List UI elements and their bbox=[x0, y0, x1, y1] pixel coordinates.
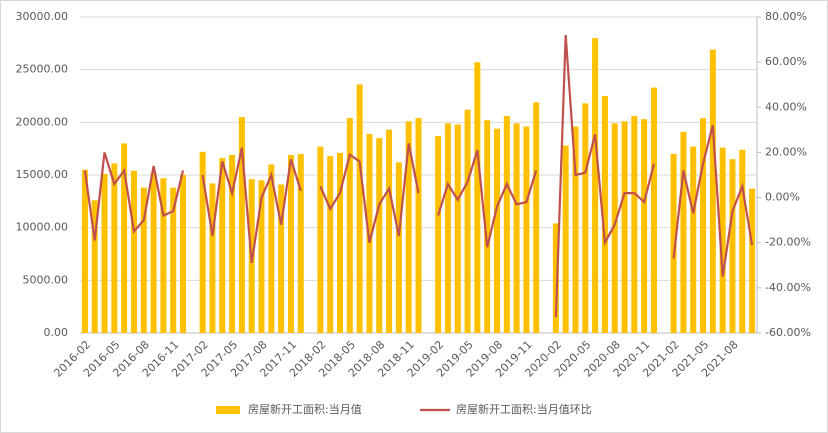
y2-tick-label: 60.00% bbox=[765, 55, 807, 68]
legend-label: 房屋新开工面积:当月值环比 bbox=[456, 402, 592, 416]
line-series bbox=[672, 125, 754, 277]
bar bbox=[356, 84, 363, 333]
bar bbox=[121, 143, 128, 333]
line-series bbox=[437, 149, 538, 248]
bar bbox=[631, 116, 638, 333]
bar bbox=[395, 162, 402, 333]
bar bbox=[91, 200, 98, 333]
bar bbox=[405, 121, 412, 333]
y-tick-label: 15000.00 bbox=[16, 168, 69, 181]
bar bbox=[503, 116, 510, 333]
bar bbox=[258, 180, 265, 333]
line-series bbox=[319, 143, 420, 243]
y2-tick-label: 40.00% bbox=[765, 100, 807, 113]
bar bbox=[268, 164, 275, 333]
line-series bbox=[201, 147, 302, 264]
legend-label: 房屋新开工面积:当月值 bbox=[248, 402, 362, 416]
bar bbox=[709, 49, 716, 334]
bar bbox=[366, 133, 373, 333]
y-tick-label: 25000.00 bbox=[16, 63, 69, 76]
bar bbox=[327, 156, 334, 333]
bar bbox=[641, 119, 648, 333]
bar bbox=[238, 117, 245, 333]
bar bbox=[670, 153, 677, 333]
bar bbox=[454, 124, 461, 333]
bar bbox=[611, 123, 618, 334]
bar bbox=[582, 103, 589, 333]
bar bbox=[474, 62, 481, 333]
bar bbox=[337, 152, 344, 333]
y2-tick-label: -20.00% bbox=[765, 236, 811, 249]
bar bbox=[111, 163, 118, 333]
bar bbox=[700, 118, 707, 334]
bar bbox=[729, 159, 736, 333]
y-tick-label: 10000.00 bbox=[16, 221, 69, 234]
bar bbox=[464, 109, 471, 334]
bar bbox=[346, 118, 353, 334]
bar bbox=[650, 87, 657, 333]
bar bbox=[199, 151, 206, 333]
bar bbox=[415, 118, 422, 334]
line-series bbox=[83, 152, 185, 241]
y2-tick-label: 20.00% bbox=[765, 145, 807, 158]
bar bbox=[435, 136, 442, 333]
bar bbox=[229, 154, 236, 333]
bar bbox=[552, 223, 559, 333]
bar bbox=[493, 128, 500, 333]
bar bbox=[523, 126, 530, 334]
bar bbox=[150, 172, 157, 333]
y-tick-label: 5000.00 bbox=[23, 273, 69, 286]
bar bbox=[572, 126, 579, 334]
bar bbox=[101, 173, 108, 333]
bar bbox=[680, 131, 687, 333]
bar bbox=[562, 145, 569, 333]
bar bbox=[513, 123, 520, 334]
bar bbox=[749, 188, 756, 333]
bar bbox=[484, 120, 491, 333]
bar bbox=[739, 149, 746, 333]
bar bbox=[317, 146, 324, 333]
bar bbox=[533, 102, 540, 333]
y2-tick-label: -60.00% bbox=[765, 326, 811, 339]
bar bbox=[719, 147, 726, 333]
y2-tick-label: -40.00% bbox=[765, 281, 811, 294]
bar bbox=[180, 175, 187, 333]
bar bbox=[140, 187, 147, 333]
y-tick-label: 30000.00 bbox=[16, 10, 69, 23]
legend-swatch bbox=[216, 406, 240, 414]
bar bbox=[690, 146, 697, 333]
y2-tick-label: 0.00% bbox=[765, 191, 800, 204]
bar bbox=[376, 138, 383, 333]
bar bbox=[287, 154, 294, 333]
bar bbox=[297, 153, 304, 333]
bar bbox=[219, 158, 226, 333]
bar bbox=[209, 183, 216, 333]
line-series bbox=[554, 35, 656, 318]
bar bbox=[601, 96, 608, 333]
bar bbox=[386, 129, 393, 333]
bar bbox=[621, 121, 628, 333]
y-tick-label: 20000.00 bbox=[16, 115, 69, 128]
bar bbox=[444, 123, 451, 334]
bar bbox=[170, 187, 177, 333]
bar bbox=[278, 184, 285, 333]
bar bbox=[130, 170, 137, 333]
bar bbox=[160, 178, 167, 333]
bar bbox=[81, 169, 88, 333]
y-tick-label: 0.00 bbox=[44, 326, 69, 339]
y2-tick-label: 80.00% bbox=[765, 10, 807, 23]
bar bbox=[592, 38, 599, 334]
